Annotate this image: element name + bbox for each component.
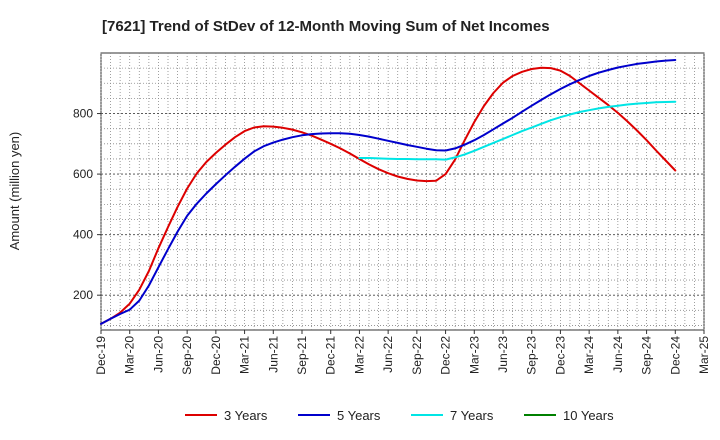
- x-tick-label: Jun-24: [611, 336, 625, 373]
- y-tick-label: 200: [73, 288, 93, 302]
- x-tick-label: Jun-23: [496, 336, 510, 373]
- plot-area: [100, 52, 705, 331]
- x-tick-label: Mar-21: [238, 336, 252, 374]
- x-tick-label: Dec-24: [668, 336, 682, 375]
- x-tick-label: Dec-22: [439, 336, 453, 375]
- series-lines: [100, 59, 677, 325]
- legend-label: 7 Years: [450, 408, 494, 423]
- x-tick-label: Sep-20: [180, 336, 194, 375]
- x-tick-label: Mar-24: [582, 336, 596, 374]
- legend-label: 3 Years: [224, 408, 268, 423]
- x-tick-label: Sep-21: [295, 336, 309, 375]
- x-tick-label: Jun-21: [266, 336, 280, 373]
- x-tick-label: Sep-24: [640, 336, 654, 375]
- legend: 3 Years 5 Years 7 Years 10 Years: [185, 408, 614, 423]
- x-tick-label: Mar-20: [123, 336, 137, 374]
- y-tick-label: 600: [73, 167, 93, 181]
- y-ticks: 200 400 600 800: [73, 107, 101, 302]
- series-line-7-years: [358, 100, 677, 161]
- y-tick-label: 800: [73, 107, 93, 121]
- y-axis-label: Amount (million yen): [7, 132, 22, 251]
- x-tick-label: Jun-20: [151, 336, 165, 373]
- x-tick-label: Jun-22: [381, 336, 395, 373]
- legend-label: 10 Years: [563, 408, 614, 423]
- x-tick-label: Dec-23: [553, 336, 567, 375]
- x-tick-label: Sep-23: [525, 336, 539, 375]
- series-line-5-years: [100, 59, 677, 325]
- x-tick-label: Dec-19: [94, 336, 108, 375]
- x-tick-label: Sep-22: [410, 336, 424, 375]
- x-tick-label: Dec-21: [324, 336, 338, 375]
- x-tick-label: Mar-23: [467, 336, 481, 374]
- x-tick-label: Mar-25: [697, 336, 711, 374]
- grid-lines: [100, 53, 705, 330]
- legend-label: 5 Years: [337, 408, 381, 423]
- series-line-3-years: [100, 66, 677, 325]
- x-tick-label: Mar-22: [352, 336, 366, 374]
- y-tick-label: 400: [73, 228, 93, 242]
- x-ticks: Dec-19 Mar-20 Jun-20 Sep-20 Dec-20 Mar-21 Jun-…: [94, 330, 711, 375]
- x-tick-label: Dec-20: [209, 336, 223, 375]
- chart-title: [7621] Trend of StDev of 12-Month Moving…: [102, 18, 550, 35]
